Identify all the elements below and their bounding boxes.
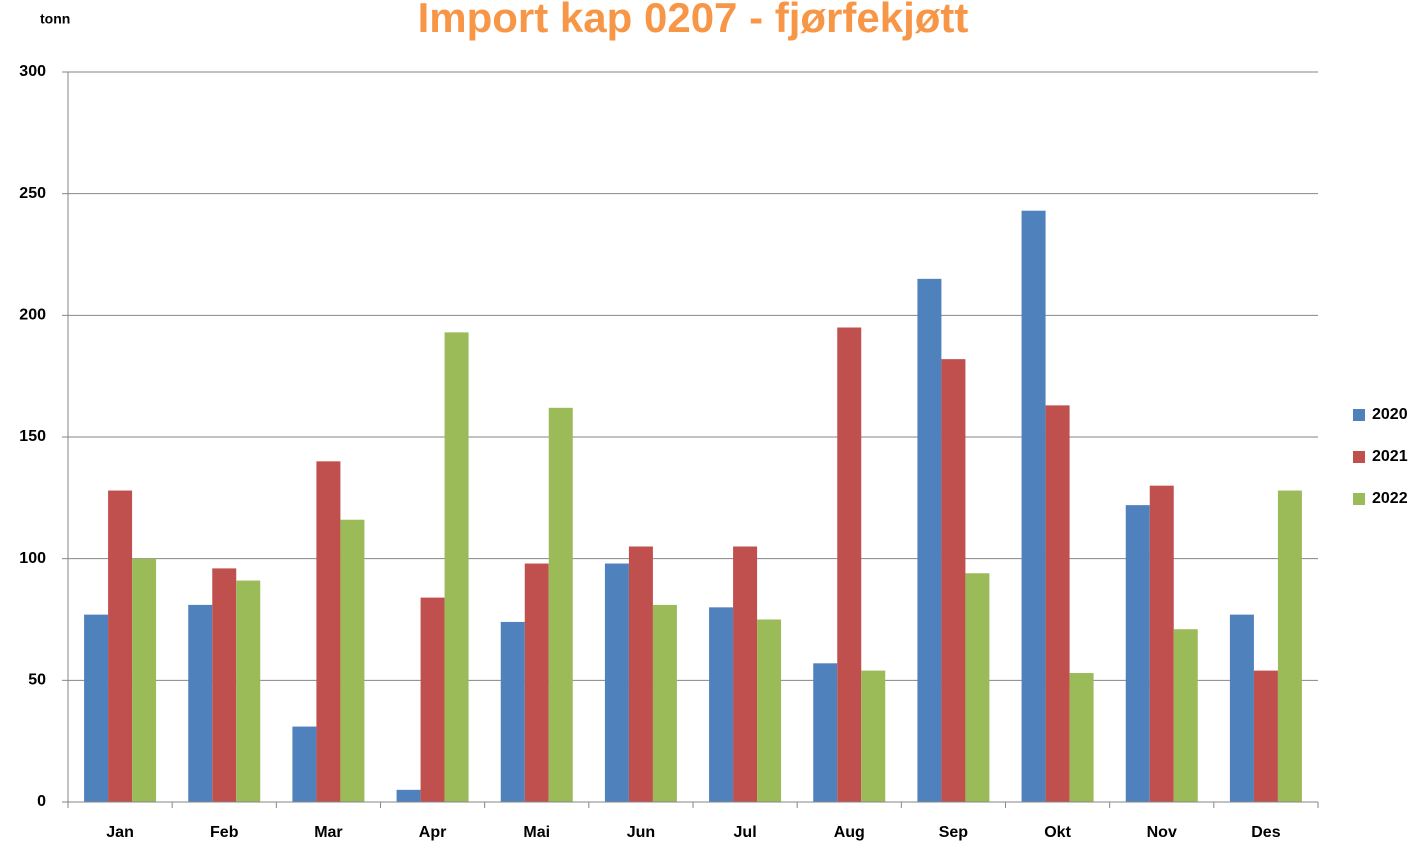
bar — [340, 519, 365, 802]
bar — [733, 546, 758, 802]
bar — [548, 407, 573, 802]
bar — [316, 461, 341, 802]
y-tick-label: 300 — [19, 63, 46, 80]
bar — [757, 619, 782, 802]
legend-label: 2020 — [1372, 406, 1408, 423]
bar — [396, 789, 421, 802]
bar — [965, 573, 990, 802]
bar — [1069, 673, 1094, 802]
x-tick-label: Sep — [939, 824, 969, 841]
bar — [1277, 490, 1302, 802]
legend-swatch — [1353, 493, 1365, 505]
bar — [1149, 485, 1174, 802]
y-tick-label: 100 — [19, 550, 46, 567]
x-tick-label: Aug — [834, 824, 865, 841]
y-tick-label: 50 — [28, 672, 46, 689]
bar — [628, 546, 653, 802]
bar — [292, 726, 317, 802]
bar — [524, 563, 549, 802]
bar — [1045, 405, 1070, 802]
y-tick-label: 150 — [19, 428, 46, 445]
bar — [108, 490, 133, 802]
bar — [1125, 505, 1150, 802]
bar — [1253, 670, 1278, 802]
legend-swatch — [1353, 409, 1365, 421]
bar — [212, 568, 237, 802]
bar — [444, 332, 469, 802]
bar — [1173, 629, 1198, 802]
bar — [132, 558, 157, 802]
bar — [1229, 614, 1254, 802]
bar — [813, 663, 838, 802]
y-tick-label: 250 — [19, 185, 46, 202]
bar — [709, 607, 734, 802]
x-tick-label: Okt — [1044, 824, 1071, 841]
bar — [837, 327, 862, 802]
bar — [1021, 210, 1046, 802]
bar — [236, 580, 261, 802]
y-tick-label: 0 — [37, 793, 46, 810]
x-tick-label: Jan — [106, 824, 134, 841]
bar — [188, 604, 213, 802]
x-tick-label: Mai — [523, 824, 550, 841]
x-tick-label: Apr — [419, 824, 447, 841]
bar — [652, 604, 677, 802]
x-tick-label: Jun — [627, 824, 655, 841]
bar — [861, 670, 886, 802]
y-tick-label: 200 — [19, 307, 46, 324]
x-tick-label: Des — [1251, 824, 1280, 841]
legend-label: 2021 — [1372, 448, 1408, 465]
x-tick-label: Nov — [1147, 824, 1177, 841]
bar — [84, 614, 109, 802]
legend-swatch — [1353, 451, 1365, 463]
x-tick-label: Mar — [314, 824, 342, 841]
bar — [604, 563, 629, 802]
bar — [500, 621, 525, 802]
bar — [420, 597, 445, 802]
y-axis-label: tonn — [40, 11, 70, 27]
legend-label: 2022 — [1372, 490, 1408, 507]
x-tick-label: Jul — [734, 824, 757, 841]
bar — [941, 359, 966, 802]
chart-title: Import kap 0207 - fjørfekjøtt — [418, 0, 969, 41]
x-tick-label: Feb — [210, 824, 239, 841]
bar — [917, 278, 942, 802]
